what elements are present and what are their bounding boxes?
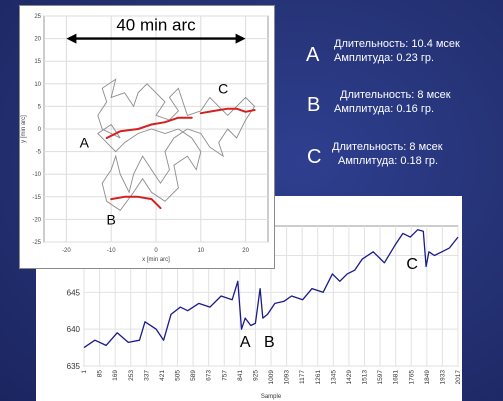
x-tick-label: 20: [242, 248, 249, 254]
x-tick-label: 1093: [284, 370, 291, 385]
x-axis-label: Sample: [261, 394, 282, 400]
y-tick-label: 635: [67, 362, 81, 371]
x-tick-label: 1765: [408, 370, 415, 385]
y-tick-label: -15: [32, 195, 41, 201]
gaze-trace: [97, 78, 256, 212]
gaze-trajectory-chart: -20 -10 0 10 20 -25 -20 -15 -10 -5 0 5 10 15 20 25 x [mi…: [21, 14, 269, 263]
x-tick-label: 10: [197, 248, 204, 254]
x-tick-label: 925: [252, 370, 259, 381]
legend-letter: C: [307, 146, 322, 168]
legend-amplitude: Амплитуда: 0.18 гр.: [338, 155, 439, 167]
legend-duration: Длительность: 10.4 мсек: [334, 38, 460, 50]
scale-bar-arrow-right: [235, 33, 246, 44]
x-tick-label: 757: [221, 370, 228, 381]
legend-duration: Длительность: 8 мсек: [340, 89, 451, 101]
saccade-c: [199, 107, 256, 115]
x-tick-label: -10: [107, 248, 116, 254]
x-tick-label: 253: [128, 370, 135, 381]
annotation-a: A: [240, 334, 251, 351]
gaze-trajectory-panel: -20 -10 0 10 20 -25 -20 -15 -10 -5 0 5 10 15 20 25 x [mi…: [20, 6, 274, 268]
x-tick-label: 1345: [330, 370, 337, 385]
x-tick-label: 0: [154, 248, 158, 254]
x-tick-label: 1261: [315, 370, 322, 385]
annotation-c: C: [218, 80, 228, 96]
y-axis-label: y [min arc]: [21, 115, 27, 143]
legend-amplitude: Амплитуда: 0.16 гр.: [334, 103, 435, 115]
y-tick-label: -25: [32, 240, 41, 246]
scale-bar-arrow-left: [66, 33, 77, 44]
legend-duration: Длительность: 8 мсек: [332, 141, 443, 153]
y-tick-label: 15: [34, 59, 41, 65]
x-tick-label: 505: [175, 370, 182, 381]
x-tick-label: 1177: [299, 370, 306, 384]
scale-bar-label: 40 min arc: [116, 16, 196, 35]
annotation-a: A: [80, 135, 90, 151]
x-tick-label: -20: [62, 248, 71, 254]
gaze-x-line: [83, 229, 459, 349]
x-tick-label: 589: [190, 370, 197, 381]
x-tick-label: 1681: [393, 370, 400, 385]
y-tick-label: 25: [34, 14, 41, 20]
y-tick-label: 0: [38, 127, 42, 133]
x-tick-label: 337: [143, 370, 150, 381]
annotation-c: C: [406, 256, 418, 273]
y-tick-label: 645: [67, 288, 81, 297]
legend-letter: A: [306, 44, 320, 66]
x-tick-label: 673: [206, 370, 213, 381]
saccade-a: [105, 116, 193, 139]
x-tick-label: 169: [112, 370, 119, 381]
annotation-b: B: [264, 334, 275, 351]
legend-amplitude: Амплитуда: 0.23 гр.: [334, 52, 435, 64]
x-tick-label: 2017: [455, 370, 462, 385]
y-tick-label: 20: [34, 37, 41, 43]
y-tick-label: -20: [32, 217, 41, 223]
legend-letter: B: [307, 94, 321, 116]
y-tick-label: -10: [32, 172, 41, 178]
y-tick-label: 10: [34, 82, 41, 88]
x-tick-label: 1009: [268, 370, 275, 385]
y-tick-label: 640: [67, 325, 81, 334]
saccade-b: [110, 195, 162, 210]
x-tick-label: 1: [81, 370, 88, 374]
x-tick-label: 421: [159, 370, 166, 381]
x-tick-label: 1597: [377, 370, 384, 385]
x-tick-label: 85: [97, 370, 104, 378]
x-tick-label: 1513: [362, 370, 369, 385]
annotation-b: B: [107, 211, 116, 227]
x-axis-label: x [min arc]: [142, 257, 170, 263]
y-tick-label: 5: [38, 104, 42, 110]
y-tick-label: -5: [36, 150, 42, 156]
x-tick-label: 1849: [424, 370, 431, 385]
x-tick-label: 1429: [346, 370, 353, 385]
x-tick-label: 841: [237, 370, 244, 381]
x-tick-label: 1933: [439, 370, 446, 385]
